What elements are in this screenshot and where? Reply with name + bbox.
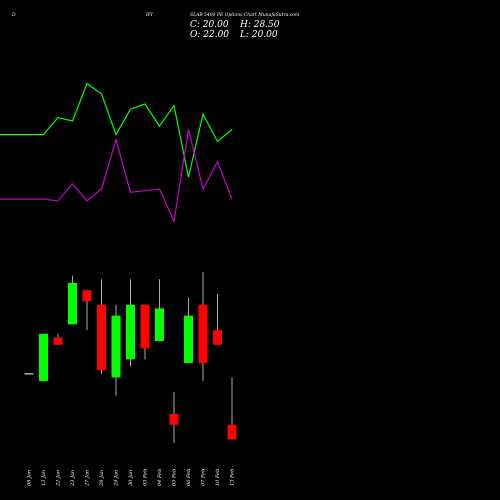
- candle-body: [169, 413, 179, 425]
- candle-body: [140, 304, 150, 349]
- candle: [184, 297, 193, 363]
- candles: [24, 272, 237, 443]
- candle-body: [97, 304, 106, 371]
- candle: [53, 333, 63, 345]
- candle-body: [68, 282, 77, 325]
- candle-body: [184, 315, 193, 363]
- candle: [227, 377, 237, 440]
- indicator-line-green: [0, 82, 233, 178]
- close-label: C: 20.00: [190, 20, 229, 30]
- candle-body: [198, 304, 208, 363]
- x-tick-label: 22 Jan: [56, 470, 62, 487]
- candle: [126, 279, 135, 367]
- candle: [24, 373, 34, 375]
- header-mid-code: IFI: [145, 12, 153, 18]
- candle-body: [53, 337, 63, 345]
- candle-body: [227, 424, 237, 440]
- x-tick-label: 28 Jan: [99, 470, 105, 487]
- indicator-lines: [0, 82, 233, 224]
- candle: [97, 279, 106, 374]
- candle: [198, 272, 208, 382]
- candle-body: [126, 304, 135, 360]
- x-tick-label: 30 Jan: [128, 470, 134, 486]
- candle: [155, 279, 164, 342]
- low-label: L: 20.00: [239, 30, 278, 40]
- x-tick-label: 27 Jan: [85, 470, 91, 487]
- candle: [111, 304, 121, 396]
- x-tick-label: 05 Feb: [172, 469, 178, 486]
- indicator-line-magenta: [0, 129, 233, 224]
- candle: [82, 290, 92, 331]
- high-label: H: 28.50: [239, 20, 280, 30]
- x-tick-label: 03 Feb: [143, 469, 149, 486]
- x-tick-label: 07 Feb: [201, 469, 207, 486]
- candle-body: [155, 308, 164, 342]
- candle: [39, 333, 48, 382]
- x-tick-label: 13 Feb: [230, 469, 236, 486]
- x-tick-label: 23 Jan: [70, 470, 76, 487]
- x-axis-labels: 08 Jan 13 Jan 22 Jan 23 Jan 27 Jan 28 Jan 29 J…: [27, 469, 236, 487]
- candle: [68, 275, 77, 325]
- x-tick-label: 13 Jan: [41, 470, 47, 486]
- candle: [169, 392, 179, 443]
- candle: [213, 293, 222, 345]
- candle: [140, 304, 150, 360]
- header-left-code: D: [11, 12, 16, 18]
- candle-body: [82, 290, 92, 302]
- x-tick-label: 08 Jan: [27, 470, 33, 486]
- x-tick-label: 10 Feb: [215, 469, 221, 486]
- x-tick-label: 04 Feb: [157, 469, 163, 486]
- chart-title: SLAB 5400 PE Options Chart MunafaSutra.c…: [190, 12, 299, 18]
- candle-body: [24, 373, 34, 375]
- candle-body: [213, 330, 222, 345]
- candle-body: [111, 315, 121, 378]
- candle-body: [39, 333, 48, 382]
- x-tick-label: 29 Jan: [114, 470, 120, 487]
- open-label: O: 22.00: [190, 30, 229, 40]
- x-tick-label: 06 Feb: [186, 469, 192, 486]
